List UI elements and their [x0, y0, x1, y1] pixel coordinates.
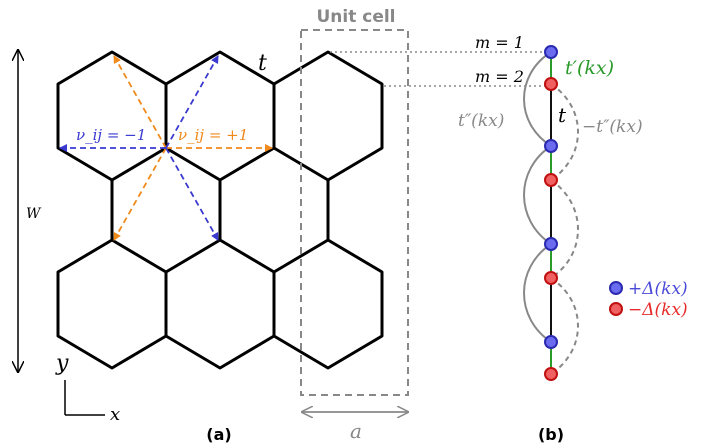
hexagon — [56, 50, 168, 182]
hexagon — [272, 50, 384, 182]
site-minus-delta — [544, 173, 558, 187]
site-plus-delta — [544, 335, 558, 349]
neg-t-dprime-arc — [550, 179, 579, 279]
hexagon — [272, 238, 384, 370]
site-plus-delta — [544, 45, 558, 59]
t-dprime-arcs — [523, 51, 552, 343]
site-minus-delta — [544, 77, 558, 91]
honeycomb-lattice — [56, 50, 384, 370]
row-label-m2: m = 2 — [475, 67, 524, 86]
t-prime-label: t′(kx) — [565, 57, 614, 79]
neg-t-dprime-arc — [550, 83, 579, 181]
width-label: W — [26, 206, 42, 222]
row-label-m1: m = 1 — [475, 33, 524, 52]
nu-minus-arrow — [165, 147, 219, 241]
neg-t-dprime-arc — [550, 277, 579, 375]
nu-plus-arrows — [113, 55, 273, 241]
nu-minus-arrow — [165, 55, 219, 149]
unit-cell-label: Unit cell — [316, 7, 395, 27]
axis-x-label: x — [110, 404, 120, 425]
panel-b-label: (b) — [538, 425, 564, 444]
axis-y-label: y — [55, 351, 69, 376]
legend-plus-label: +Δ(kx) — [628, 279, 688, 299]
panel-b: m = 1 m = 2 — [458, 33, 688, 444]
nu-plus-arrow — [113, 147, 167, 241]
t-dprime-arc — [523, 145, 552, 245]
legend-minus-label: −Δ(kx) — [628, 300, 688, 320]
site-minus-delta — [544, 367, 558, 381]
panel-a-label: (a) — [206, 425, 231, 444]
t-dprime-label: t″(kx) — [458, 111, 504, 131]
legend-plus-marker — [609, 281, 623, 295]
hopping-t-label: t — [258, 51, 267, 76]
lattice-const-label: a — [350, 419, 362, 443]
chain-sites — [544, 45, 558, 381]
panel-a: ν_ij = −1 ν_ij = +1 t Unit cell W y x a … — [18, 7, 409, 444]
site-plus-delta — [544, 237, 558, 251]
nu-minus-arrows — [59, 55, 219, 241]
hexagon — [56, 238, 168, 370]
nu-plus-arrow — [113, 55, 167, 149]
neg-t-dprime-label: −t″(kx) — [582, 117, 643, 137]
site-minus-delta — [544, 271, 558, 285]
legend: +Δ(kx) −Δ(kx) — [609, 279, 688, 320]
hexagon — [164, 238, 276, 370]
t-dprime-arc — [523, 243, 552, 343]
nu-plus-label: ν_ij = +1 — [178, 126, 248, 144]
t-label: t — [558, 103, 567, 127]
neg-t-dprime-arcs — [550, 83, 579, 375]
nu-minus-label: ν_ij = −1 — [76, 126, 146, 144]
unit-cell-box — [300, 29, 409, 396]
site-plus-delta — [544, 139, 558, 153]
legend-minus-marker — [609, 302, 623, 316]
t-dprime-arc — [523, 51, 552, 147]
